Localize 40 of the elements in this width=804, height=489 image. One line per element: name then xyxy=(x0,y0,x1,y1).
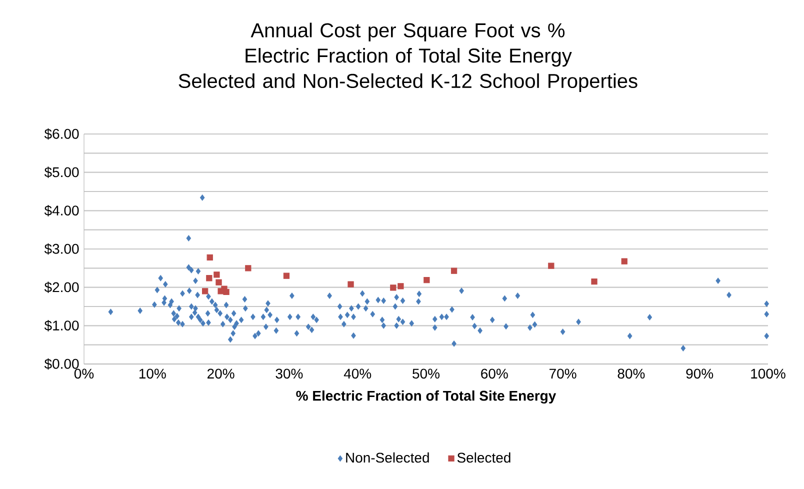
point xyxy=(202,288,208,294)
y-tick-label: $3.00 xyxy=(44,243,79,255)
y-tick-label: $4.00 xyxy=(44,205,79,216)
point xyxy=(390,284,396,291)
point xyxy=(548,262,554,269)
x-tick-label: 10% xyxy=(139,368,166,379)
point xyxy=(398,283,404,290)
x-tick-label: 60% xyxy=(481,368,508,379)
x-tick-label: 100% xyxy=(751,368,786,379)
x-tick-label: 30% xyxy=(276,368,303,379)
point xyxy=(450,268,458,274)
y-tick-label: $2.00 xyxy=(44,282,79,293)
point xyxy=(621,258,628,264)
point xyxy=(218,288,224,294)
x-axis-title: % Electric Fraction of Total Site Energy xyxy=(296,390,556,404)
x-tick-label: 50% xyxy=(412,368,440,379)
x-tick-label: 80% xyxy=(618,368,645,379)
point xyxy=(424,276,430,284)
y-tick-label: $5.00 xyxy=(44,166,79,178)
point xyxy=(206,254,213,260)
x-tick-label: 40% xyxy=(344,368,372,379)
point xyxy=(348,281,354,288)
point xyxy=(206,275,212,282)
point xyxy=(245,265,252,272)
y-tick-label: $6.00 xyxy=(44,128,79,140)
chart-title: Annual Cost per Square Foot vs % Electric Fraction of Total Site Energy xyxy=(246,22,572,67)
point xyxy=(214,272,220,278)
x-tick-label: 90% xyxy=(686,368,714,379)
legend-label: Non-Selected xyxy=(346,452,429,463)
legend-label: Selected xyxy=(457,452,510,463)
point xyxy=(283,272,290,279)
x-tick-label: 20% xyxy=(208,368,234,379)
point xyxy=(591,278,598,285)
chart-subtitle: Selected and Non-Selected K-12 School Properties xyxy=(178,73,638,92)
y-tick-label: $1.00 xyxy=(44,320,79,332)
x-tick-label: 70% xyxy=(550,368,576,379)
y-tick-label: $0.00 xyxy=(44,358,79,370)
point xyxy=(216,279,222,286)
x-tick-label: 0% xyxy=(74,368,94,379)
point xyxy=(223,288,230,295)
